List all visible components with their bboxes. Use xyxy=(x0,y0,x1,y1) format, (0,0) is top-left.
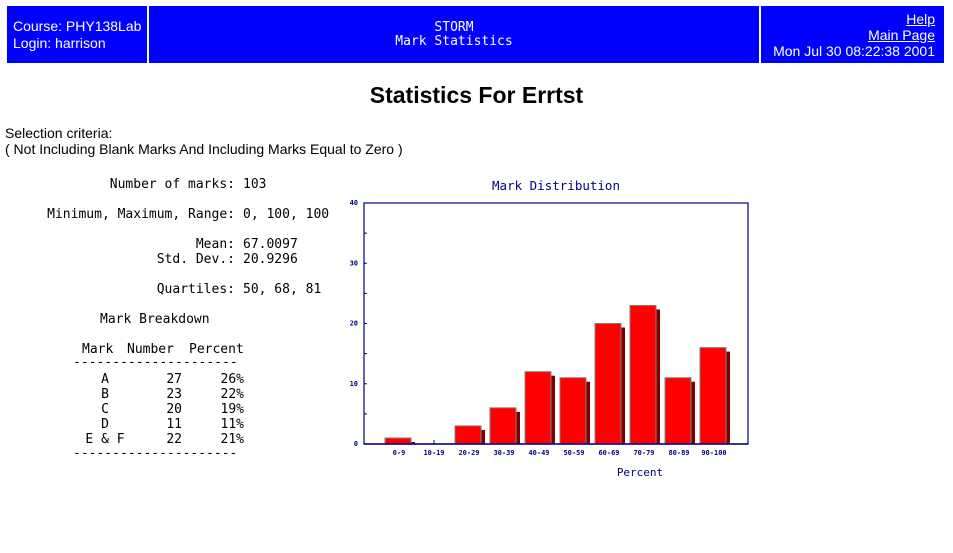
bar-shadow xyxy=(621,327,625,444)
bar-shadow xyxy=(411,441,415,444)
x-tick-label: 40-49 xyxy=(528,449,549,457)
quartiles-label: Quartiles: xyxy=(156,282,235,297)
bar xyxy=(524,371,552,445)
separator-top: --------------------- xyxy=(73,355,238,370)
y-tick-label: 0 xyxy=(354,440,358,448)
row-percent: 11% xyxy=(220,417,244,432)
bar-shadow xyxy=(691,381,695,444)
bar xyxy=(664,377,692,445)
x-tick-label: 10-19 xyxy=(423,449,444,457)
bar-shadow xyxy=(516,411,520,444)
nav-cell: Help Main Page Mon Jul 30 08:22:38 2001 xyxy=(761,6,944,63)
bar xyxy=(384,437,412,445)
x-tick-label: 20-29 xyxy=(458,449,479,457)
breakdown-title: Mark Breakdown xyxy=(100,312,210,327)
x-tick-label: 30-39 xyxy=(493,449,514,457)
bar-shadow xyxy=(726,351,730,444)
criteria-label: Selection criteria: xyxy=(5,125,113,141)
count-label: Number of marks: xyxy=(109,177,235,192)
header-number: Number xyxy=(127,342,174,357)
header-mark: Mark xyxy=(82,342,114,357)
row-number: 23 xyxy=(166,387,182,402)
mean-value: 67.0097 xyxy=(243,237,298,252)
x-tick-label: 60-69 xyxy=(598,449,619,457)
row-mark: A xyxy=(101,372,109,387)
range-label: Minimum, Maximum, Range: xyxy=(47,207,235,222)
separator-bottom: --------------------- xyxy=(73,446,238,461)
app-name: STORM xyxy=(434,20,474,35)
course-label: Course: PHY138Lab xyxy=(13,18,142,34)
row-mark: B xyxy=(101,387,109,402)
row-number: 27 xyxy=(166,372,182,387)
x-tick-label: 80-89 xyxy=(668,449,689,457)
y-tick-label: 30 xyxy=(350,259,358,267)
chart-title: Mark Distribution xyxy=(492,178,620,193)
page-title: Statistics For Errtst xyxy=(369,82,584,108)
quartiles-value: 50, 68, 81 xyxy=(243,282,322,297)
y-tick-label: 40 xyxy=(350,199,358,207)
criteria-value: ( Not Including Blank Marks And Includin… xyxy=(5,141,403,157)
bar xyxy=(489,407,517,445)
bar-shadow xyxy=(481,429,485,444)
bar xyxy=(699,347,727,445)
mean-label: Mean: xyxy=(195,237,235,252)
bar xyxy=(594,323,622,445)
help-link[interactable]: Help xyxy=(906,11,935,27)
bar xyxy=(559,377,587,445)
x-tick-label: 70-79 xyxy=(633,449,654,457)
app-title-cell: STORM Mark Statistics xyxy=(149,6,759,63)
bar xyxy=(629,304,657,445)
main-page-link[interactable]: Main Page xyxy=(868,27,935,43)
bar-shadow xyxy=(586,381,590,444)
x-axis-label: Percent xyxy=(617,466,663,479)
range-value: 0, 100, 100 xyxy=(243,207,330,222)
row-percent: 19% xyxy=(220,402,244,417)
row-mark: E & F xyxy=(85,432,125,447)
row-number: 22 xyxy=(166,432,182,447)
count-value: 103 xyxy=(243,177,267,192)
bar-shadow xyxy=(656,309,660,444)
course-info-cell: Course: PHY138Lab Login: harrison xyxy=(7,6,147,63)
row-percent: 21% xyxy=(220,432,244,447)
header-percent: Percent xyxy=(189,342,244,357)
bar-shadow xyxy=(551,375,555,444)
x-tick-label: 90-100 xyxy=(701,449,726,457)
bar xyxy=(454,425,482,445)
y-tick-label: 20 xyxy=(350,320,358,328)
x-tick-label: 50-59 xyxy=(563,449,584,457)
row-percent: 22% xyxy=(220,387,244,402)
row-mark: C xyxy=(101,402,109,417)
timestamp: Mon Jul 30 08:22:38 2001 xyxy=(773,43,935,59)
row-number: 11 xyxy=(166,417,182,432)
std-dev-value: 20.9296 xyxy=(243,252,298,267)
x-tick-label: 0-9 xyxy=(393,449,406,457)
row-mark: D xyxy=(101,417,109,432)
login-label: Login: harrison xyxy=(13,35,106,51)
row-number: 20 xyxy=(166,402,182,417)
row-percent: 26% xyxy=(220,372,244,387)
y-tick-label: 10 xyxy=(350,380,358,388)
app-subtitle: Mark Statistics xyxy=(395,34,513,49)
std-dev-label: Std. Dev.: xyxy=(156,252,235,267)
